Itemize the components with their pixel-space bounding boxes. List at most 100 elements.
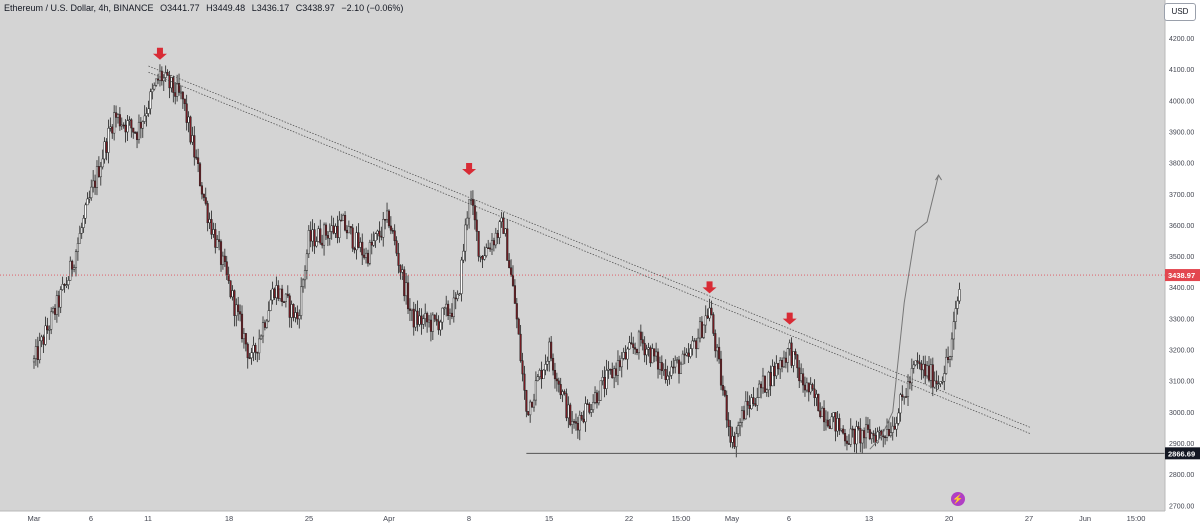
candle-up xyxy=(534,380,537,401)
candle-down xyxy=(380,235,383,238)
current-price-badge xyxy=(1165,269,1200,282)
candle-down xyxy=(634,347,637,350)
candle-up xyxy=(445,303,448,309)
candle-down xyxy=(920,363,923,371)
candle-down xyxy=(586,403,589,405)
candle-up xyxy=(317,228,320,242)
candle-up xyxy=(740,410,744,423)
candle-down xyxy=(139,121,142,129)
price-tick-label: 3500.00 xyxy=(1169,254,1194,261)
candle-up xyxy=(532,399,536,408)
candle-up xyxy=(876,431,879,443)
candle-down xyxy=(378,230,381,237)
candle-up xyxy=(546,360,549,365)
candle-up xyxy=(158,70,161,81)
candle-down xyxy=(395,240,398,254)
candle-down xyxy=(521,360,524,375)
candle-down xyxy=(481,255,484,260)
candle-down xyxy=(727,419,730,427)
candle-up xyxy=(469,199,473,201)
candle-down xyxy=(853,428,856,445)
candle-up xyxy=(912,364,915,369)
time-tick-label: 25 xyxy=(305,514,313,523)
candle-down xyxy=(947,356,950,360)
candle-up xyxy=(716,346,719,352)
candle-up xyxy=(414,310,417,328)
candle-down xyxy=(565,393,568,419)
candle-down xyxy=(802,373,805,386)
candle-up xyxy=(628,342,631,350)
price-scale-panel xyxy=(1165,0,1200,527)
candle-down xyxy=(798,367,801,382)
candle-up xyxy=(279,288,282,299)
candle-down xyxy=(884,436,887,439)
candle-up xyxy=(55,295,58,315)
open-value: O3441.77 xyxy=(160,3,200,13)
candle-up xyxy=(504,228,507,234)
candle-up xyxy=(943,373,946,382)
candle-down xyxy=(905,396,908,398)
currency-button[interactable]: USD xyxy=(1164,3,1196,21)
candle-down xyxy=(281,288,284,302)
candle-down xyxy=(321,242,324,246)
candle-up xyxy=(731,435,734,443)
candle-down xyxy=(866,424,869,430)
candle-down xyxy=(94,180,97,188)
candle-down xyxy=(868,429,871,440)
candle-down xyxy=(773,365,776,377)
candle-down xyxy=(531,401,534,408)
candle-up xyxy=(744,400,747,420)
candle-down xyxy=(517,318,520,335)
candle-up xyxy=(571,421,574,425)
candle-down xyxy=(653,348,656,357)
red-down-arrow-2 xyxy=(462,163,477,176)
candle-up xyxy=(338,219,341,238)
candle-down xyxy=(843,433,847,442)
current-price-label: 3438.97 xyxy=(1168,271,1195,280)
candle-up xyxy=(355,232,358,251)
candle-down xyxy=(777,363,780,370)
candle-down xyxy=(519,333,522,361)
candle-up xyxy=(878,430,881,433)
candle-up xyxy=(73,267,76,270)
candle-up xyxy=(708,307,711,319)
candle-down xyxy=(752,397,755,404)
candle-up xyxy=(765,389,768,393)
candle-up xyxy=(443,307,446,310)
candle-up xyxy=(693,340,696,342)
candle-down xyxy=(609,368,612,371)
candle-down xyxy=(721,384,724,391)
candle-up xyxy=(594,392,597,403)
candle-down xyxy=(595,392,599,404)
candle-up xyxy=(620,358,623,368)
symbol-title[interactable]: Ethereum / U.S. Dollar, 4h, BINANCE xyxy=(4,3,154,13)
candle-up xyxy=(735,433,738,448)
candle-down xyxy=(450,312,453,317)
candle-up xyxy=(382,218,385,238)
candle-down xyxy=(649,347,652,364)
candle-up xyxy=(529,401,532,416)
candle-down xyxy=(784,357,787,363)
flash-icon[interactable]: ⚡ xyxy=(951,492,965,506)
candle-down xyxy=(828,425,831,429)
candle-down xyxy=(492,240,495,246)
candle-up xyxy=(698,321,702,339)
candle-up xyxy=(647,347,650,350)
candle-up xyxy=(372,240,375,246)
candle-up xyxy=(761,375,765,389)
candle-up xyxy=(655,351,658,357)
candle-down xyxy=(416,310,419,325)
candle-up xyxy=(458,293,461,295)
candle-down xyxy=(863,430,866,439)
candle-up xyxy=(275,285,278,299)
candle-down xyxy=(489,247,492,250)
candle-up xyxy=(500,217,503,222)
candle-down xyxy=(660,362,663,372)
candle-up xyxy=(836,418,839,432)
candle-down xyxy=(36,346,39,361)
time-tick-label: Apr xyxy=(383,514,395,523)
candle-up xyxy=(179,91,182,94)
candle-down xyxy=(229,280,232,298)
